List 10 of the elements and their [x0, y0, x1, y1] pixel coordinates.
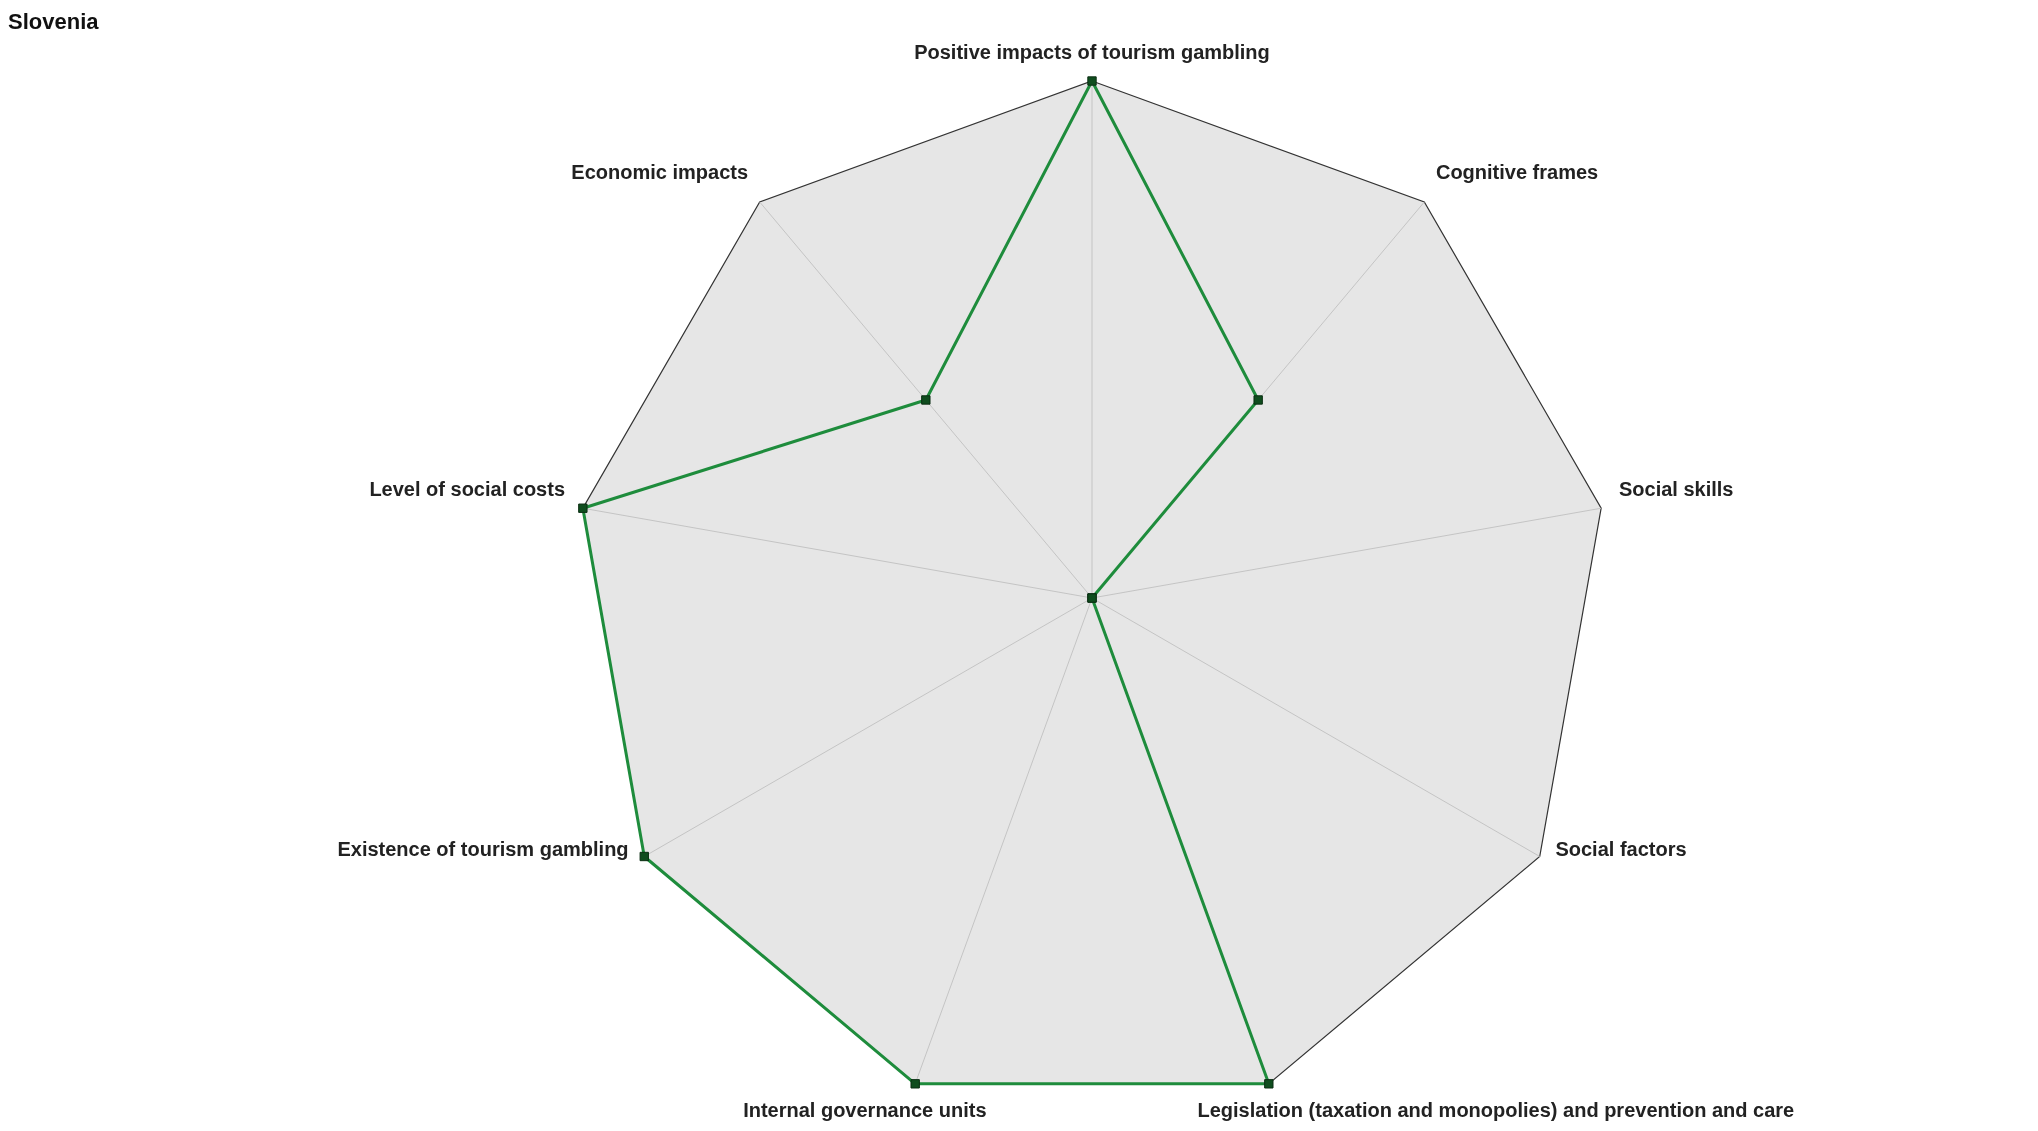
spoke-label: Economic impacts [571, 160, 749, 183]
spoke-label: Cognitive frames [1435, 160, 1599, 183]
spoke-label: Social skills [1618, 477, 1734, 500]
spoke-label: Internal governance units [743, 1098, 987, 1121]
spoke-label: Level of social costs [369, 477, 566, 500]
spoke-label: Social factors [1555, 838, 1687, 861]
spoke-label: Existence of tourism gambling [337, 838, 629, 861]
spoke-label: Legislation (taxation and monopolies) and prevention and care [1197, 1098, 1795, 1121]
text: Slovenia [8, 9, 100, 34]
spoke-label: Positive impacts of tourism gambling [914, 40, 1270, 63]
